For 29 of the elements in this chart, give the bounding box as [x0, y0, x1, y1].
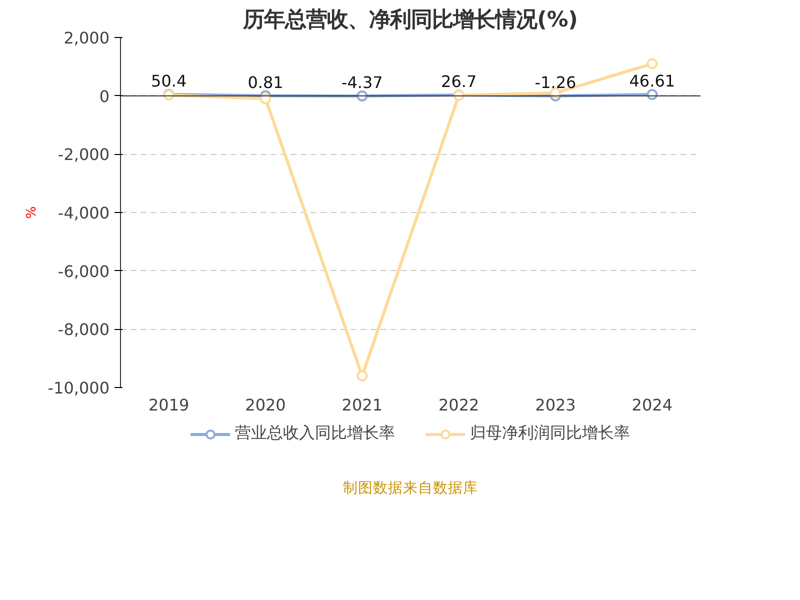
- legend-label: 营业总收入同比增长率: [235, 423, 395, 444]
- x-tick-label: 2020: [245, 396, 286, 414]
- x-tick-label: 2022: [438, 396, 480, 414]
- y-axis-title: %: [24, 206, 40, 219]
- data-label: 46.61: [629, 71, 676, 90]
- point: [646, 88, 658, 100]
- x-tick-label: 2019: [148, 396, 190, 414]
- point: [356, 90, 368, 102]
- x-tick-label: 2023: [535, 396, 576, 414]
- y-tick-label: -2,000: [58, 145, 110, 164]
- data-label: 0.81: [248, 72, 284, 92]
- y-tick-label: 2,000: [64, 28, 110, 48]
- y-tick-label: 0: [99, 86, 110, 106]
- data-label: -4.37: [341, 72, 383, 92]
- x-tick-label: 2024: [632, 396, 673, 414]
- legend-label: 归母净利润同比增长率: [470, 423, 630, 444]
- y-tick-label: -6,000: [58, 262, 110, 281]
- data-label: -1.26: [534, 72, 576, 92]
- x-tick-label: 2021: [342, 396, 383, 414]
- y-tick-label: -10,000: [48, 378, 110, 398]
- y-tick-label: -4,000: [58, 204, 110, 222]
- data-label: 26.7: [441, 72, 477, 92]
- y-tick-label: -8,000: [58, 320, 110, 340]
- point: [646, 58, 658, 70]
- data-label: 50.4: [151, 71, 187, 90]
- point: [260, 93, 271, 104]
- chart-title: 历年总营收、净利同比增长情况(%): [242, 8, 578, 32]
- point: [356, 370, 368, 382]
- text: 制图数据来自数据库: [343, 479, 478, 496]
